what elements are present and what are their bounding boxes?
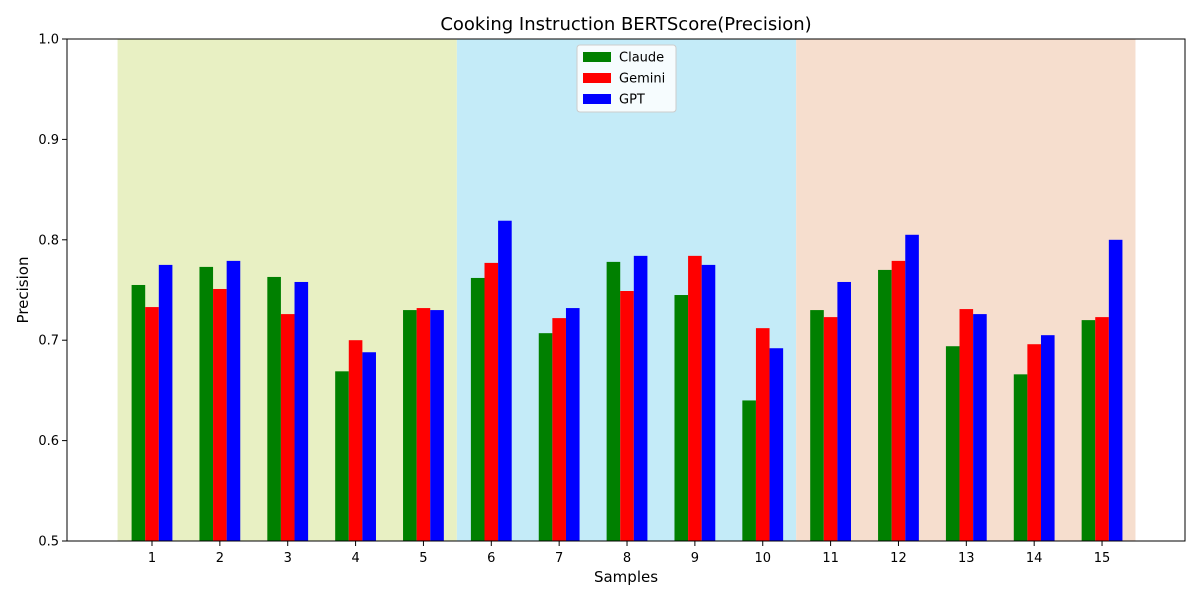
bar-claude-8 [606,261,621,541]
bar-gpt-12 [905,234,919,541]
bar-claude-1 [131,284,146,541]
bar-gemini-14 [1027,344,1041,541]
bar-gpt-7 [565,308,580,541]
bar-gpt-4 [362,352,376,541]
bar-claude-7 [538,333,553,541]
bar-claude-11 [810,310,824,541]
bar-gemini-13 [959,309,974,541]
y-axis-label: Precision [14,257,32,324]
bar-gpt-13 [973,314,987,541]
bar-claude-4 [335,371,349,541]
x-tick-label: 8 [623,551,631,566]
x-tick-label: 5 [419,551,427,566]
y-tick-label: 0.9 [38,133,59,148]
bar-claude-15 [1081,320,1096,541]
legend-label-claude: Claude [619,51,664,66]
bar-gemini-3 [280,314,295,541]
bar-claude-14 [1013,374,1028,541]
y-tick-label: 0.7 [38,334,59,349]
bar-gemini-6 [484,262,499,541]
bar-claude-12 [878,269,892,541]
bar-gemini-1 [145,307,159,541]
y-axis: 0.5 0.6 0.7 0.8 0.9 1.0 [38,33,67,550]
bar-claude-13 [945,346,960,541]
legend-label-gemini: Gemini [619,72,665,87]
bar-gemini-8 [620,291,634,541]
bars-layer [131,220,1123,542]
bar-claude-2 [199,266,214,541]
x-tick-label: 2 [216,551,224,566]
bar-gemini-7 [552,318,566,541]
bar-gemini-12 [891,260,906,541]
x-tick-label: 1 [148,551,156,566]
legend-swatch-gemini [583,73,611,83]
bar-claude-3 [267,276,281,541]
bar-gpt-3 [294,281,309,541]
bar-gpt-11 [837,281,851,541]
background-bands [117,39,1136,541]
x-tick-label: 6 [487,551,495,566]
bar-gemini-11 [823,317,838,541]
x-tick-label: 14 [1026,551,1043,566]
bar-gpt-8 [633,255,648,541]
bar-gpt-9 [701,264,716,541]
x-axis: 1 2 3 4 5 6 7 8 9 10 11 12 13 14 15 [148,541,1110,566]
bar-gemini-9 [688,255,702,541]
bar-gpt-1 [158,264,173,541]
x-tick-label: 10 [754,551,771,566]
x-tick-label: 12 [890,551,907,566]
x-tick-label: 7 [555,551,563,566]
bar-gpt-14 [1040,335,1055,541]
x-tick-label: 3 [284,551,292,566]
legend-label-gpt: GPT [619,93,645,108]
bar-gpt-5 [430,310,444,541]
legend-swatch-claude [583,52,611,62]
bar-gpt-10 [769,348,784,541]
bar-gemini-10 [755,328,770,541]
y-tick-label: 0.5 [38,535,59,550]
x-tick-label: 9 [691,551,699,566]
legend: Claude Gemini GPT [576,44,677,113]
bar-gemini-5 [416,308,431,541]
bar-gemini-2 [213,288,227,541]
bar-gpt-2 [226,260,241,541]
bar-claude-6 [470,277,485,541]
y-tick-label: 1.0 [38,33,59,48]
x-axis-label: Samples [594,568,658,586]
bar-claude-5 [403,310,417,541]
bar-claude-9 [674,295,689,541]
bar-gemini-4 [348,340,363,541]
y-tick-label: 0.6 [38,434,59,449]
x-tick-label: 4 [351,551,359,566]
plot-frame [66,38,1186,542]
bar-claude-10 [742,400,756,541]
x-tick-label: 11 [822,551,839,566]
bar-gpt-6 [498,220,512,541]
bar-gemini-15 [1095,317,1109,541]
legend-swatch-gpt [583,94,611,104]
x-tick-label: 15 [1094,551,1111,566]
chart-title: Cooking Instruction BERTScore(Precision) [440,14,811,35]
x-tick-label: 13 [958,551,975,566]
y-tick-label: 0.8 [38,233,59,248]
bar-gpt-15 [1108,239,1123,542]
